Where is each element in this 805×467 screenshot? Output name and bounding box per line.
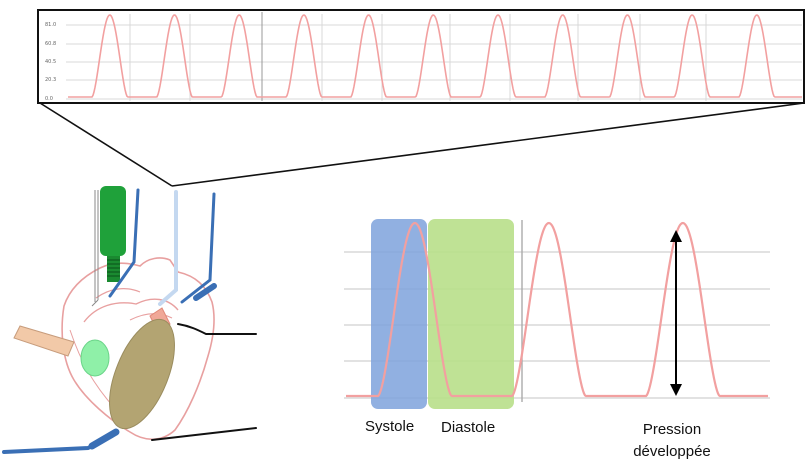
ecg-leads	[151, 323, 257, 441]
developed-pressure-label: Pression développée	[602, 419, 742, 463]
strip-pressure-trace	[68, 14, 802, 98]
atrium-outline	[83, 298, 179, 323]
isolated-heart-illustration	[2, 186, 257, 454]
stimulation-electrode	[13, 325, 75, 357]
strip-y-axis: 81.0 60.8 40.5 20.3 0.0	[45, 22, 56, 102]
electrode-green-spot	[80, 339, 110, 377]
strip-y-tick: 0.0	[45, 96, 53, 102]
strip-y-tick: 20.3	[45, 77, 56, 83]
pressure-probe-icon	[91, 186, 126, 307]
zoomed-recording	[344, 219, 770, 409]
strip-y-tick: 60.8	[45, 41, 56, 47]
perfusion-tubing	[2, 188, 217, 454]
strip-y-tick: 40.5	[45, 59, 56, 65]
developed-pressure-arrow	[670, 230, 682, 396]
zoom-connector	[39, 102, 805, 187]
systole-band	[371, 219, 427, 409]
strip-frame	[37, 9, 805, 104]
zoomed-pressure-trace	[346, 221, 768, 398]
systole-label: Systole	[365, 418, 415, 435]
developed-pressure-line2: développée	[633, 443, 711, 460]
developed-pressure-line1: Pression	[642, 421, 702, 438]
top-recording-strip: 81.0 60.8 40.5 20.3 0.0	[37, 9, 805, 104]
diastole-label: Diastole	[441, 419, 496, 436]
intraventricular-balloon	[109, 318, 175, 430]
strip-y-tick: 81.0	[45, 22, 56, 28]
diastole-band	[428, 219, 514, 409]
